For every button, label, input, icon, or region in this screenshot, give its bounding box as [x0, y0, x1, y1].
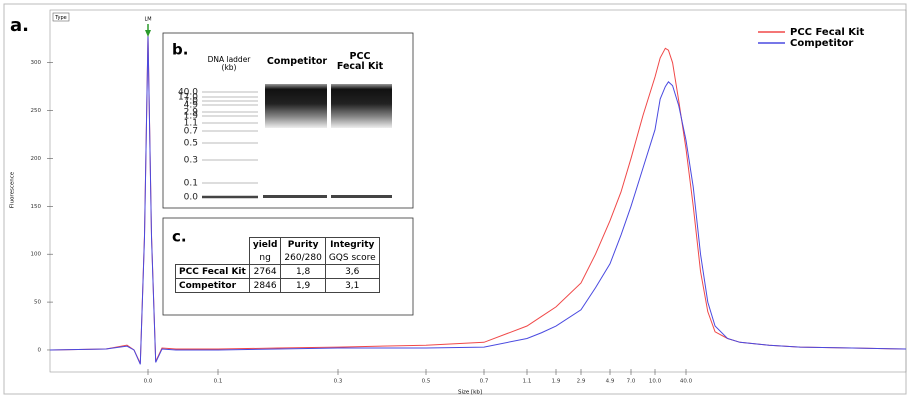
column-header: Integrity	[325, 238, 379, 252]
y-tick-label: 300	[31, 60, 42, 66]
column-header: Purity	[281, 238, 325, 252]
y-axis-label: Fluorescence	[10, 171, 16, 208]
panel-label: a.	[10, 15, 29, 36]
figure-frame	[4, 4, 906, 394]
gel-column-header: DNA ladder (kb)	[202, 56, 256, 73]
cell: 2846	[249, 279, 281, 293]
figure: a. Type Size [kb] Fluorescence 0 50 100 150…	[0, 0, 910, 399]
y-tick-label: 150	[31, 204, 42, 210]
x-axis-label: Size [kb]	[458, 390, 482, 396]
column-unit: ng	[249, 251, 281, 265]
ladder-label: 0.1	[184, 179, 198, 189]
x-tick-label: 1.9	[552, 379, 561, 385]
ladder-label: 0.5	[184, 139, 198, 149]
type-label: Type	[54, 15, 66, 21]
ladder-label: 0.7	[184, 127, 198, 137]
x-tick-label: 40.0	[680, 379, 693, 385]
legend-label: PCC Fecal Kit	[790, 27, 864, 38]
ladder-label: 0.3	[184, 156, 198, 166]
panel-label: b.	[172, 41, 188, 59]
plot-area: 0 50 100 150 200 250 300 0.0 0.1 0.3 0.5 0.7 1.1 1.9 2…	[31, 10, 907, 385]
gel-column-header: PCC Fecal Kit	[336, 52, 384, 73]
row-header: PCC Fecal Kit	[176, 265, 250, 279]
column-unit: GQS score	[325, 251, 379, 265]
gel-smear	[331, 84, 392, 128]
y-tick-label: 0	[38, 347, 42, 353]
cell: 1,8	[281, 265, 325, 279]
gel-band	[263, 195, 327, 198]
marker-arrow	[145, 30, 151, 37]
cell: 1,9	[281, 279, 325, 293]
cell: 2764	[249, 265, 281, 279]
results-table: yield Purity Integrity ng 260/280 GQS sc…	[175, 237, 380, 293]
x-tick-label: 1.1	[523, 379, 532, 385]
x-tick-label: 0.1	[214, 379, 223, 385]
x-tick-label: 0.5	[422, 379, 431, 385]
legend-label: Competitor	[790, 38, 853, 49]
x-tick-label: 2.9	[577, 379, 586, 385]
column-header: yield	[249, 238, 281, 252]
cell: 3,6	[325, 265, 379, 279]
y-tick-label: 250	[31, 108, 42, 114]
cell: 3,1	[325, 279, 379, 293]
x-tick-label: 7.0	[627, 379, 636, 385]
x-tick-label: 0.3	[334, 379, 343, 385]
x-tick-label: 4.9	[606, 379, 615, 385]
x-tick-label: 10.0	[649, 379, 662, 385]
annotation: LM	[144, 17, 151, 23]
y-tick-label: 100	[31, 252, 42, 258]
gel-column-header: Competitor	[263, 57, 331, 67]
table-corner	[176, 238, 250, 265]
column-unit: 260/280	[281, 251, 325, 265]
gel-band	[331, 195, 392, 198]
y-tick-label: 50	[34, 300, 41, 306]
x-tick-label: 0.0	[144, 379, 153, 385]
y-tick-label: 200	[31, 156, 42, 162]
x-tick-label: 0.7	[480, 379, 489, 385]
row-header: Competitor	[176, 279, 250, 293]
ladder-label: 0.0	[184, 193, 199, 203]
gel-smear	[265, 84, 327, 128]
chart: a. Type Size [kb] Fluorescence 0 50 100 150…	[0, 0, 910, 399]
